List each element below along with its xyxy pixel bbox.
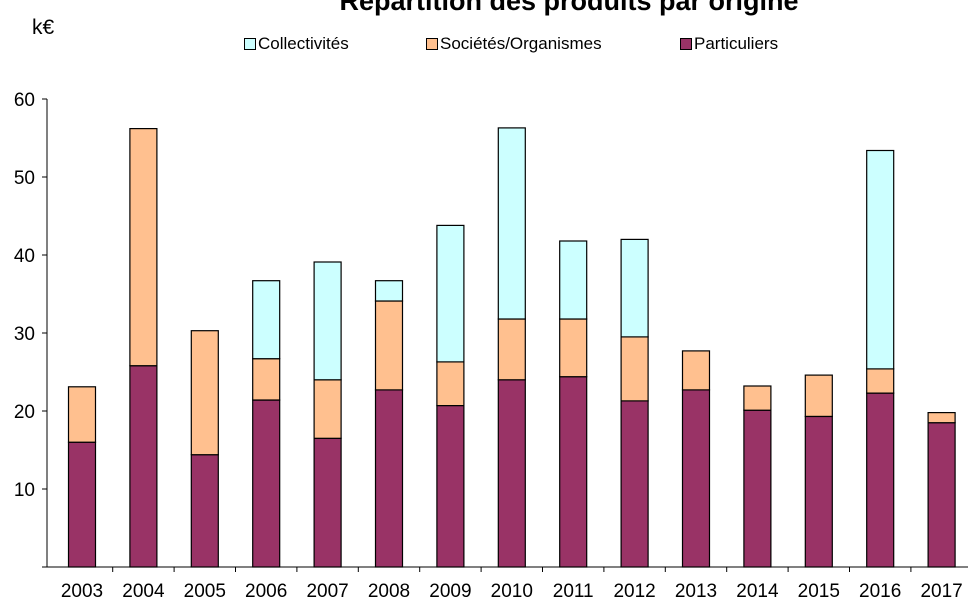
bar-2007-socitsorganismes — [313, 379, 342, 439]
x-tick-label-2015: 2015 — [798, 581, 840, 602]
bar-2007-collectivits — [313, 261, 342, 381]
bar-2013-particuliers — [681, 389, 711, 568]
x-tick-label-2016: 2016 — [859, 581, 901, 602]
bar-2014-particuliers — [743, 409, 772, 568]
bar-2012-particuliers — [620, 400, 649, 568]
bar-2015-particuliers — [804, 415, 833, 568]
x-tick-label-2012: 2012 — [613, 581, 655, 602]
x-tick-label-2004: 2004 — [122, 581, 165, 602]
bar-2017-socitsorganismes — [927, 412, 956, 424]
legend: Collectivités Sociétés/Organismes Partic… — [0, 34, 968, 58]
legend-label-societes: Sociétés/Organismes — [440, 34, 602, 53]
legend-swatch-particuliers — [680, 38, 692, 50]
x-tick-label-2007: 2007 — [306, 581, 348, 602]
bar-2016-collectivits — [866, 149, 895, 370]
bar-2009-socitsorganismes — [436, 361, 465, 407]
bar-2010-particuliers — [497, 379, 526, 568]
bar-2003-particuliers — [67, 441, 97, 568]
bar-2011-collectivits — [559, 240, 588, 320]
chart-title: Répartition des produits par origine — [339, 0, 799, 16]
y-tick-label-60: 60 — [14, 90, 35, 111]
bar-2007-particuliers — [313, 437, 342, 568]
legend-item-particuliers: Particuliers — [680, 34, 778, 54]
bar-2005-particuliers — [190, 454, 219, 568]
bar-2015-socitsorganismes — [804, 374, 833, 418]
x-tick-label-2005: 2005 — [184, 581, 226, 602]
x-tick-label-2014: 2014 — [736, 581, 779, 602]
legend-label-particuliers: Particuliers — [694, 34, 779, 53]
bar-2012-collectivits — [620, 238, 649, 338]
x-tick-label-2003: 2003 — [61, 581, 103, 602]
x-tick-label-2017: 2017 — [920, 581, 962, 602]
bar-2009-particuliers — [436, 404, 465, 568]
axes-group: 10 20 30 40 50 60 2003 2004 2005 2006 2007 2008 2009… — [14, 90, 968, 602]
x-tick-label-2011: 2011 — [553, 581, 594, 602]
legend-swatch-societes — [426, 38, 438, 50]
bar-2008-collectivits — [374, 280, 404, 302]
bar-2004-particuliers — [129, 365, 158, 568]
bar-2006-collectivits — [252, 280, 281, 360]
y-axis-unit-label: k€ — [32, 16, 55, 39]
bar-2008-socitsorganismes — [374, 300, 404, 391]
legend-swatch-collectivites — [244, 38, 256, 50]
bar-2010-collectivits — [497, 127, 526, 320]
bar-2016-socitsorganismes — [866, 368, 895, 394]
bar-2006-socitsorganismes — [252, 358, 281, 401]
bar-2017-particuliers — [927, 422, 956, 568]
y-tick-label-20: 20 — [14, 402, 35, 423]
x-tick-label-2008: 2008 — [368, 581, 410, 602]
x-tick-label-2010: 2010 — [491, 581, 533, 602]
y-tick-label-30: 30 — [14, 324, 35, 345]
y-tick-label-40: 40 — [14, 246, 35, 267]
bar-2009-collectivits — [436, 224, 465, 363]
bar-2006-particuliers — [252, 399, 281, 568]
x-tick-label-2009: 2009 — [429, 581, 471, 602]
bar-2003-socitsorganismes — [67, 386, 97, 443]
bar-2014-socitsorganismes — [743, 385, 772, 411]
legend-label-collectivites: Collectivités — [258, 34, 349, 53]
bar-2012-socitsorganismes — [620, 336, 649, 402]
legend-item-collectivites: Collectivités — [244, 34, 349, 54]
bar-2005-socitsorganismes — [190, 330, 219, 456]
bar-2010-socitsorganismes — [497, 318, 526, 381]
y-tick-label-10: 10 — [14, 480, 35, 501]
bars-group — [67, 127, 956, 568]
bar-2008-particuliers — [374, 389, 404, 568]
x-tick-label-2006: 2006 — [245, 581, 287, 602]
bar-2016-particuliers — [866, 392, 895, 568]
bar-2011-particuliers — [559, 376, 588, 568]
bar-2011-socitsorganismes — [559, 318, 588, 378]
y-tick-label-50: 50 — [14, 168, 35, 189]
bar-2013-socitsorganismes — [681, 350, 711, 391]
x-tick-label-2013: 2013 — [675, 581, 717, 602]
bar-2004-socitsorganismes — [129, 128, 158, 367]
legend-item-societes: Sociétés/Organismes — [426, 34, 602, 54]
